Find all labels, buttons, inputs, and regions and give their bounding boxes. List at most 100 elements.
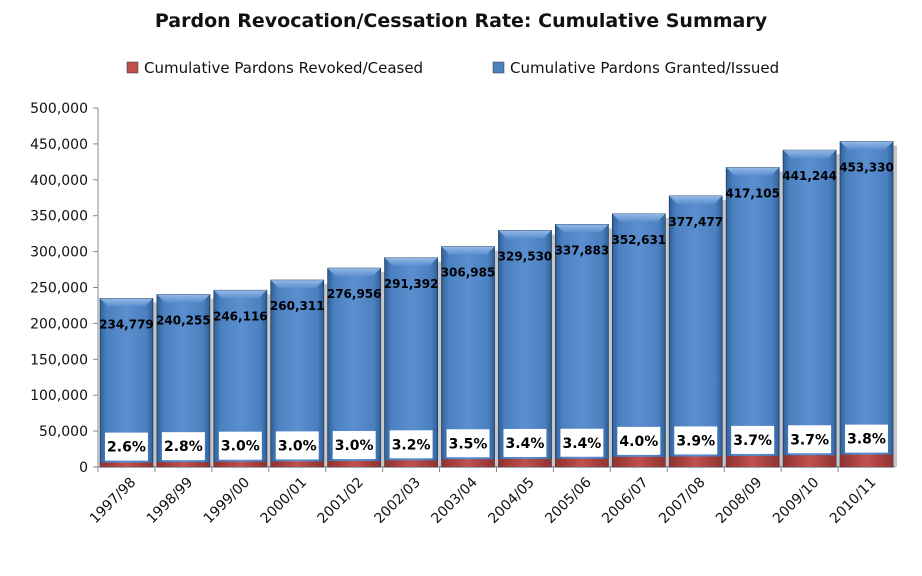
y-tick-label: 150,000 (30, 352, 88, 368)
bar-granted-bevel (213, 290, 267, 299)
value-label: 352,631 (611, 233, 666, 247)
bar-revoked (213, 461, 267, 467)
value-label: 377,477 (668, 215, 723, 229)
bar-revoked (555, 458, 609, 467)
legend-swatch-2 (492, 61, 505, 74)
bar-revoked (384, 460, 438, 467)
legend-label-2: Cumulative Pardons Granted/Issued (510, 59, 779, 77)
chart-title: Pardon Revocation/Cessation Rate: Cumula… (154, 10, 768, 32)
bar-granted-bevel (783, 150, 837, 159)
bar-granted-bevel (156, 294, 210, 303)
bar-granted-bevel (384, 257, 438, 266)
rate-label-box (788, 425, 832, 454)
rate-label-box (104, 432, 148, 461)
bar-revoked (270, 461, 324, 467)
rate-label: 3.4% (506, 436, 545, 452)
rate-label-box (446, 429, 490, 458)
bar-granted-bevel (612, 213, 666, 222)
y-tick-label: 50,000 (39, 424, 88, 440)
x-tick-label: 1997/98 (87, 475, 139, 527)
y-tick-label: 300,000 (30, 245, 88, 261)
legend-swatch-1 (126, 61, 139, 74)
value-label: 417,105 (725, 187, 780, 201)
x-tick-label: 1999/00 (201, 475, 253, 527)
x-tick-label: 2001/02 (315, 475, 367, 527)
bar-granted-bevel (498, 230, 552, 239)
x-tick-label: 2002/03 (371, 475, 423, 527)
rate-label-box (617, 426, 661, 455)
value-label: 246,116 (213, 309, 268, 323)
x-tick-label: 2005/06 (542, 474, 595, 527)
bar-granted (668, 195, 723, 468)
bar-granted-bevel (99, 298, 153, 307)
bar-granted-bevel (840, 141, 894, 150)
y-tick-label: 0 (79, 460, 88, 476)
data-labels: 2.6% 234,779 2.8% 240,255 3.0% 246,116 3.0% 260… (99, 161, 894, 461)
value-label: 260,311 (270, 299, 325, 313)
rate-label: 3.0% (278, 438, 317, 454)
bar-granted (725, 167, 780, 468)
bar-revoked (156, 462, 210, 467)
bar-revoked (327, 461, 381, 467)
x-tick-label: 2003/04 (428, 474, 481, 527)
value-label: 329,530 (498, 249, 553, 263)
rate-label-box (503, 428, 547, 457)
rate-label-box (731, 425, 775, 454)
bar-revoked (441, 459, 495, 467)
rate-label: 3.0% (335, 438, 374, 454)
rate-label-box (332, 431, 376, 460)
bar-granted (611, 213, 666, 468)
value-label: 306,985 (441, 266, 496, 280)
value-label: 234,779 (99, 317, 154, 331)
y-tick-label: 400,000 (30, 173, 88, 189)
rate-label-box (218, 431, 262, 460)
value-label: 276,956 (327, 287, 382, 301)
rate-label: 3.7% (733, 433, 772, 449)
y-tick-label: 250,000 (30, 281, 88, 297)
value-label: 441,244 (782, 169, 837, 183)
legend-label-1: Cumulative Pardons Revoked/Ceased (144, 59, 423, 77)
rate-label: 3.4% (562, 436, 601, 452)
y-tick-label: 450,000 (30, 137, 88, 153)
y-tick-label: 100,000 (30, 388, 88, 404)
rate-label-box (389, 430, 433, 459)
bar-revoked (726, 455, 780, 467)
bar-revoked (498, 458, 552, 467)
rate-label: 3.9% (676, 433, 715, 449)
bar-revoked (612, 456, 666, 467)
value-label: 291,392 (384, 277, 439, 291)
value-label: 453,330 (839, 161, 894, 175)
bar-revoked (669, 456, 723, 467)
rate-label: 3.5% (449, 436, 488, 452)
x-tick-label: 1998/99 (144, 475, 196, 527)
bar-granted-bevel (441, 246, 495, 255)
bar-granted-bevel (669, 195, 723, 204)
bar-granted (839, 141, 894, 468)
rate-label: 3.2% (392, 437, 431, 453)
x-tick-label: 2007/08 (656, 475, 708, 527)
bar-granted (782, 149, 837, 468)
y-tick-label: 500,000 (30, 101, 88, 117)
x-tick-label: 2010/11 (827, 475, 879, 527)
bar-granted-bevel (327, 268, 381, 277)
rate-label: 2.8% (164, 439, 203, 455)
x-tick-label: 2009/10 (770, 475, 822, 527)
rate-label: 3.0% (221, 439, 260, 455)
bar-revoked (840, 454, 894, 467)
x-tick-label: 2006/07 (599, 475, 651, 527)
y-tick-label: 200,000 (30, 316, 88, 332)
rate-label-box (674, 426, 718, 455)
bar-granted-bevel (555, 224, 609, 233)
bar-revoked (99, 462, 153, 467)
bar-granted (498, 229, 552, 468)
rate-label: 2.6% (107, 440, 146, 456)
value-label: 337,883 (555, 243, 610, 257)
bar-revoked (783, 455, 837, 467)
value-label: 240,255 (156, 313, 211, 327)
rate-label-box (275, 431, 319, 460)
rate-label-box (161, 432, 205, 461)
bar-granted-bevel (270, 280, 324, 289)
rate-label: 3.7% (790, 432, 829, 448)
bar-granted-bevel (726, 167, 780, 176)
